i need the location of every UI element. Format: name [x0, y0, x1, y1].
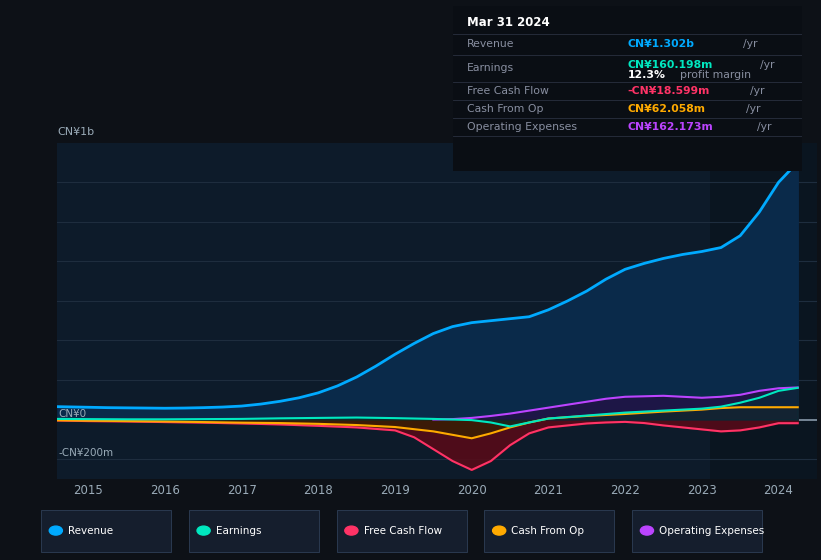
Text: CN¥1b: CN¥1b: [57, 127, 94, 137]
Text: Revenue: Revenue: [467, 39, 515, 49]
Text: Revenue: Revenue: [68, 526, 113, 535]
Text: /yr: /yr: [760, 60, 775, 70]
Text: Earnings: Earnings: [216, 526, 261, 535]
Text: Earnings: Earnings: [467, 63, 514, 73]
Text: /yr: /yr: [750, 86, 764, 96]
Text: /yr: /yr: [757, 122, 771, 132]
Text: Cash From Op: Cash From Op: [511, 526, 585, 535]
Text: Operating Expenses: Operating Expenses: [659, 526, 764, 535]
Text: /yr: /yr: [746, 104, 761, 114]
Text: CN¥0: CN¥0: [58, 408, 86, 418]
Text: CN¥162.173m: CN¥162.173m: [628, 122, 713, 132]
Text: CN¥62.058m: CN¥62.058m: [628, 104, 706, 114]
Text: /yr: /yr: [743, 39, 757, 49]
Text: Operating Expenses: Operating Expenses: [467, 122, 577, 132]
Text: profit margin: profit margin: [680, 70, 751, 80]
Text: CN¥160.198m: CN¥160.198m: [628, 60, 713, 70]
Text: -CN¥18.599m: -CN¥18.599m: [628, 86, 710, 96]
Text: 12.3%: 12.3%: [628, 70, 666, 80]
Bar: [709, 143, 817, 479]
Text: -CN¥200m: -CN¥200m: [58, 448, 113, 458]
Text: Mar 31 2024: Mar 31 2024: [467, 16, 550, 29]
Text: Free Cash Flow: Free Cash Flow: [467, 86, 549, 96]
Text: CN¥1.302b: CN¥1.302b: [628, 39, 695, 49]
Text: Free Cash Flow: Free Cash Flow: [364, 526, 442, 535]
Text: Cash From Op: Cash From Op: [467, 104, 544, 114]
